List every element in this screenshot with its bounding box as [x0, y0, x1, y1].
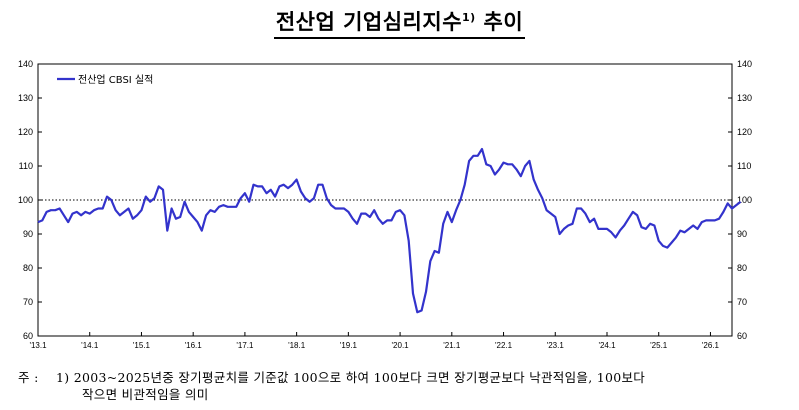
y-tick-label-right: 70 [737, 297, 747, 307]
series-line-cbsi [37, 147, 742, 314]
y-tick-label-left: 140 [18, 59, 33, 69]
chart-legend: 전산업 CBSI 실적 [57, 73, 153, 86]
y-tick-label-left: 120 [18, 127, 33, 137]
legend-label: 전산업 CBSI 실적 [78, 73, 153, 86]
x-tick-label: '19.1 [340, 341, 358, 350]
x-tick-label: '14.1 [81, 341, 99, 350]
title-suffix: 추이 [475, 10, 524, 34]
y-tick-label-right: 120 [737, 127, 752, 137]
y-tick-label-right: 80 [737, 263, 747, 273]
x-tick-label: '23.1 [547, 341, 565, 350]
y-tick-label-right: 60 [737, 331, 747, 341]
y-tick-label-right: 90 [737, 229, 747, 239]
chart-axes: 60 60 70 70 80 80 90 90 100 100 110 110 120 120 130 130… [18, 59, 752, 350]
x-tick-label: '13.1 [29, 341, 47, 350]
footnote: 주 : 1) 2003~2025년중 장기평균치를 기준값 100으로 하여 10… [18, 369, 793, 403]
y-tick-label-left: 80 [23, 263, 33, 273]
y-tick-label-left: 100 [18, 195, 33, 205]
x-tick-label: '22.1 [495, 341, 513, 350]
y-tick-label-left: 90 [23, 229, 33, 239]
y-tick-label-left: 60 [23, 331, 33, 341]
footnote-text-1: 1) 2003~2025년중 장기평균치를 기준값 100으로 하여 100보다… [56, 370, 646, 385]
y-tick-label-right: 100 [737, 195, 752, 205]
y-tick-label-left: 130 [18, 93, 33, 103]
y-tick-label-left: 110 [19, 161, 33, 171]
y-tick-label-left: 70 [23, 297, 33, 307]
footnote-line-1: 주 : 1) 2003~2025년중 장기평균치를 기준값 100으로 하여 10… [18, 369, 793, 386]
chart-title-text: 전산업 기업심리지수1) 추이 [273, 6, 526, 39]
x-tick-label: '17.1 [236, 341, 254, 350]
footnote-marker: 주 : [18, 370, 39, 385]
x-tick-label: '21.1 [443, 341, 461, 350]
x-tick-label: '25.1 [650, 341, 668, 350]
x-tick-label: '24.1 [598, 341, 616, 350]
chart-title: 전산업 기업심리지수1) 추이 [0, 6, 799, 39]
x-tick-label: '26.1 [702, 341, 720, 350]
y-tick-label-right: 140 [737, 59, 752, 69]
title-main: 전산업 기업심리지수 [275, 10, 463, 34]
x-tick-label: '18.1 [288, 341, 306, 350]
title-footnote-marker: 1) [462, 11, 476, 24]
footnote-line-2: 작으면 비관적임을 의미 [82, 387, 209, 402]
x-tick-label: '15.1 [133, 341, 151, 350]
x-tick-label: '20.1 [392, 341, 410, 350]
y-tick-label-right: 130 [737, 93, 752, 103]
y-tick-label-right: 110 [737, 161, 751, 171]
series-group [37, 147, 742, 314]
x-tick-label: '16.1 [185, 341, 203, 350]
